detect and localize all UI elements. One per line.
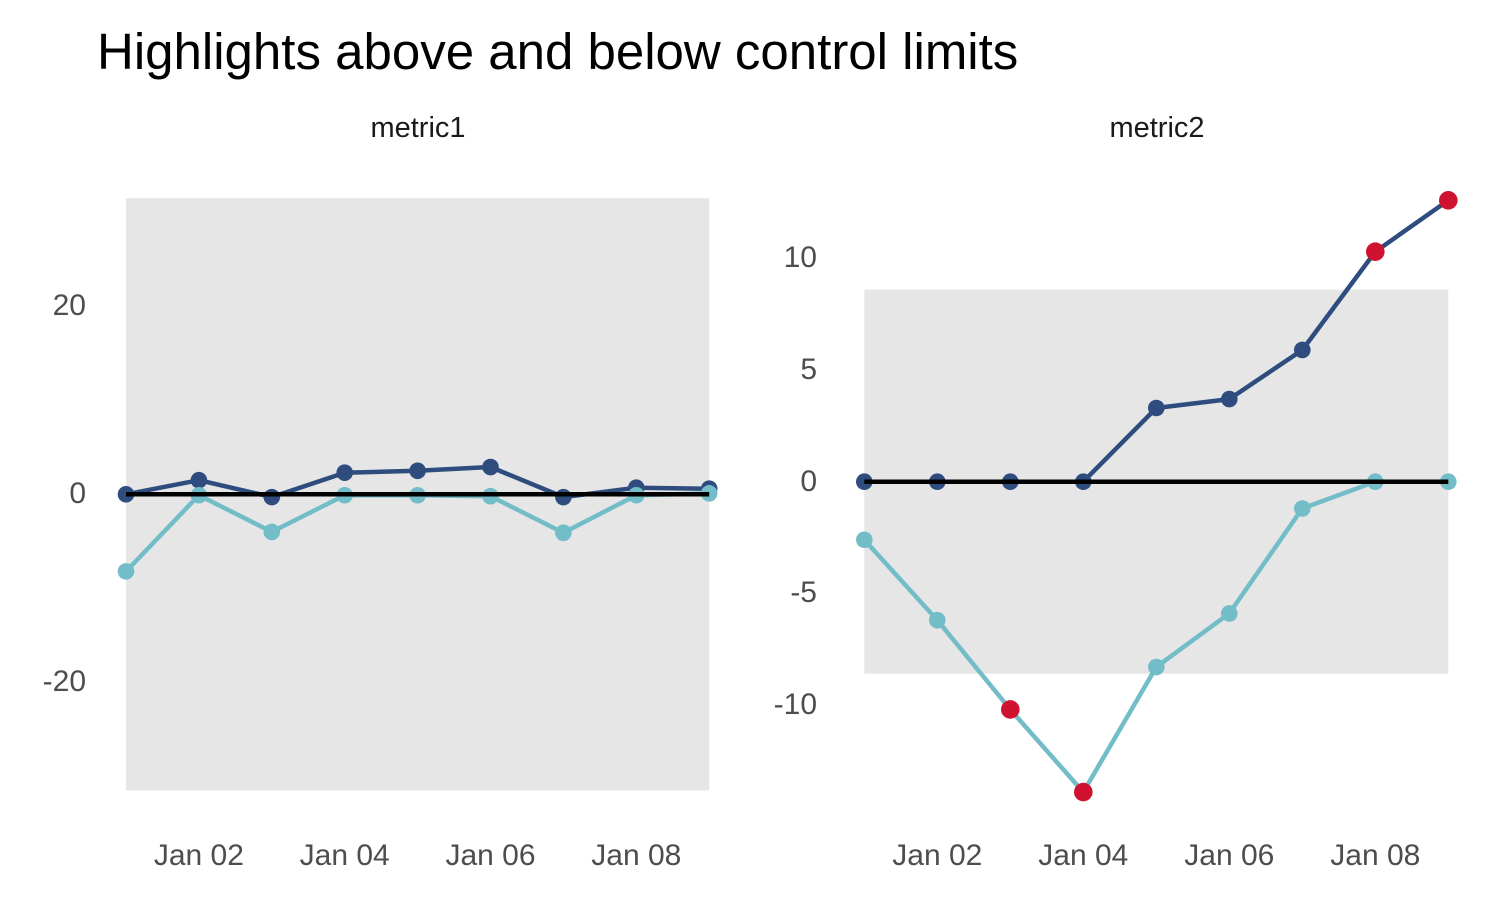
y-tick-label: 0	[69, 477, 86, 511]
x-tick-label: Jan 06	[445, 839, 536, 872]
data-point-outlier	[1439, 191, 1458, 210]
y-tick-label: 20	[52, 289, 86, 323]
data-point	[190, 471, 208, 489]
y-tick-label: 5	[800, 353, 817, 387]
page-title: Highlights above and below control limit…	[97, 23, 1019, 80]
data-point	[555, 488, 572, 506]
data-point	[336, 464, 354, 481]
data-point	[1294, 500, 1311, 517]
x-tick-label: Jan 04	[1038, 839, 1129, 872]
x-tick-label: Jan 08	[591, 839, 682, 872]
data-point	[1294, 341, 1311, 359]
y-tick-label: -20	[42, 665, 86, 699]
x-tick-label: Jan 08	[1330, 839, 1421, 872]
data-point	[1148, 399, 1165, 417]
data-point-outlier	[1001, 700, 1020, 719]
data-point	[263, 488, 281, 506]
x-tick-label: Jan 02	[892, 839, 983, 872]
data-point	[482, 458, 499, 476]
data-point-outlier	[1074, 782, 1093, 802]
data-point	[409, 462, 426, 480]
data-point	[1148, 658, 1165, 676]
data-point	[1221, 390, 1238, 408]
y-tick-label: 0	[800, 464, 817, 498]
data-point	[555, 524, 572, 542]
data-point	[1221, 605, 1238, 622]
x-tick-label: Jan 06	[1184, 839, 1275, 872]
panel-title-metric2: metric2	[1109, 112, 1205, 144]
data-point	[856, 531, 873, 549]
data-point-outlier	[1366, 242, 1385, 262]
panel-title-metric1: metric1	[370, 112, 466, 144]
x-tick-label: Jan 02	[153, 839, 244, 872]
y-tick-label: -5	[790, 576, 817, 610]
data-point	[117, 563, 135, 580]
x-tick-label: Jan 04	[299, 839, 390, 872]
data-point	[263, 523, 281, 541]
y-tick-label: -10	[773, 688, 817, 721]
y-tick-label: 10	[783, 241, 817, 275]
data-point	[929, 611, 946, 629]
